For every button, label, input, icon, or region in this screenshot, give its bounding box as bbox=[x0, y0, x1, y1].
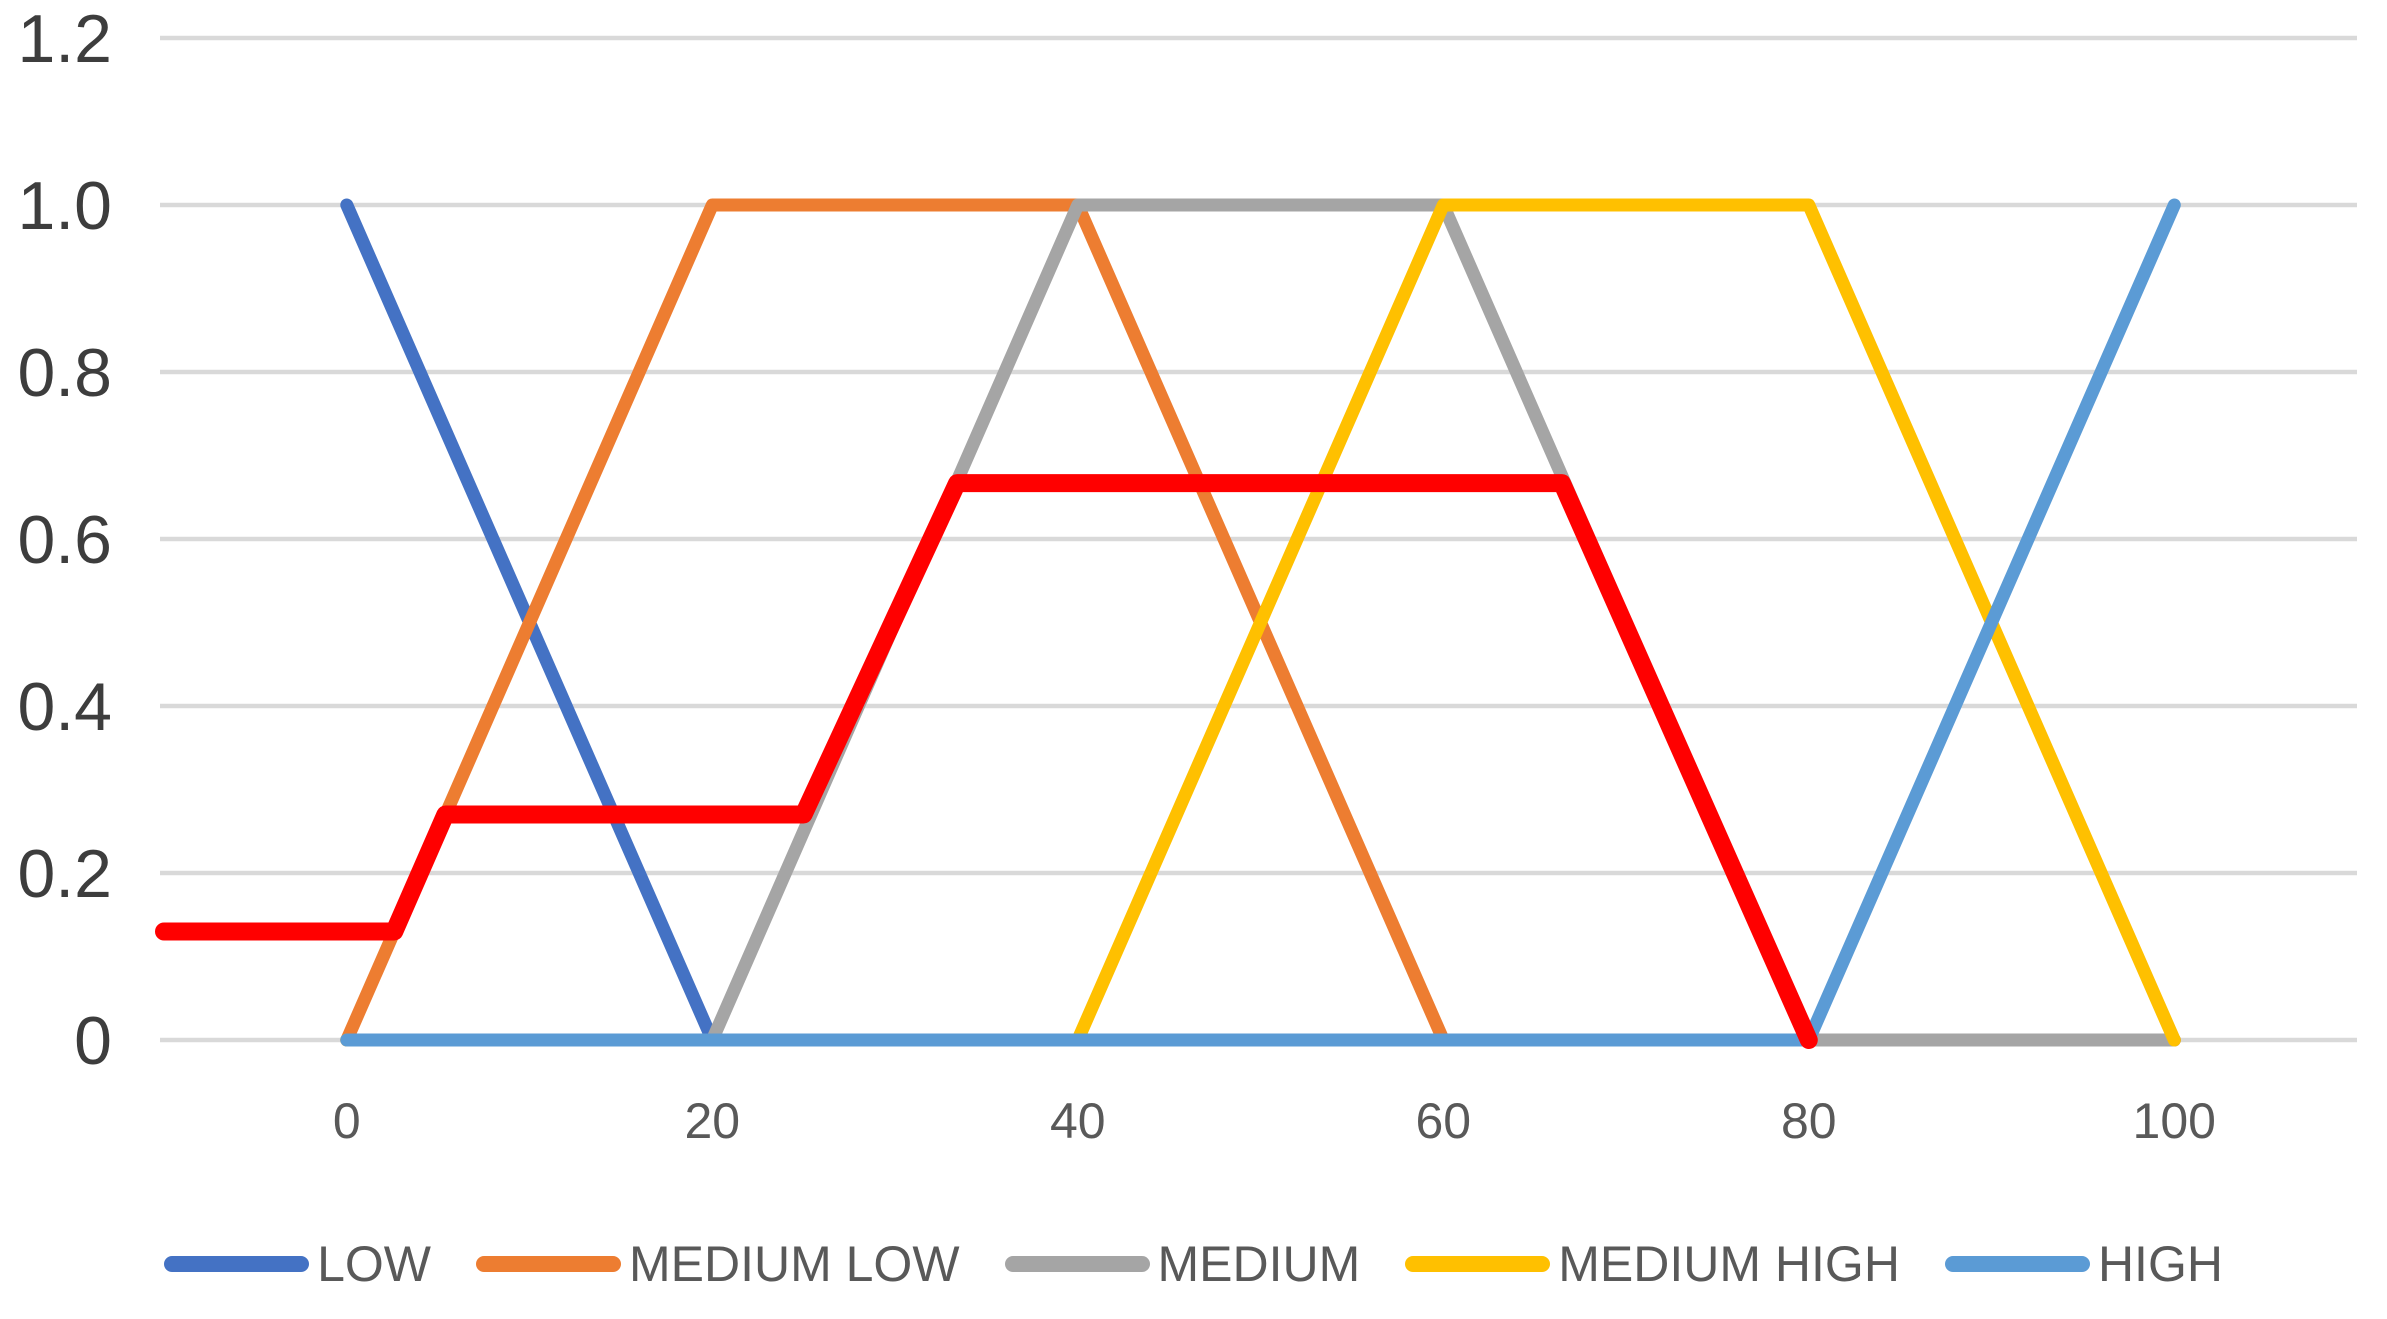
legend-line-swatch-medium-low bbox=[475, 1256, 621, 1272]
legend-item-low: LOW bbox=[164, 1239, 431, 1289]
x-axis-tick-label: 80 bbox=[1781, 1093, 1837, 1149]
legend-label: MEDIUM bbox=[1157, 1236, 1361, 1292]
series-line-output bbox=[155, 474, 1818, 1049]
legend-item-medium-high: MEDIUM HIGH bbox=[1405, 1239, 1900, 1289]
chart-legend: LOW MEDIUM LOW MEDIUM MEDIUM HIGH HIGH bbox=[0, 1222, 2387, 1306]
legend-item-high: HIGH bbox=[1944, 1236, 2223, 1292]
x-axis-tick-label: 20 bbox=[684, 1093, 740, 1149]
y-axis-tick-label: 0.2 bbox=[17, 836, 112, 912]
y-axis-tick-label: 1.0 bbox=[17, 168, 112, 244]
y-axis-tick-label: 0.8 bbox=[17, 335, 112, 411]
legend-label: MEDIUM LOW bbox=[628, 1236, 960, 1292]
legend-item-medium: MEDIUM bbox=[1004, 1236, 1361, 1292]
x-axis-tick-label: 60 bbox=[1415, 1093, 1471, 1149]
legend-item-medium-low: MEDIUM LOW bbox=[475, 1236, 960, 1292]
legend-label: HIGH bbox=[2097, 1236, 2223, 1292]
y-axis-tick-label: 0.6 bbox=[17, 502, 112, 578]
x-axis-tick-label: 40 bbox=[1050, 1093, 1106, 1149]
x-axis-tick-label: 0 bbox=[333, 1093, 361, 1149]
y-axis-tick-label: 0 bbox=[74, 1003, 112, 1079]
legend-line-swatch-medium-high bbox=[1405, 1256, 1551, 1272]
legend-line-swatch-medium bbox=[1004, 1256, 1150, 1272]
series-line-medium-high bbox=[340, 198, 2181, 1047]
legend-line-swatch-high bbox=[1944, 1256, 2090, 1272]
y-axis-tick-label: 0.4 bbox=[17, 669, 112, 745]
x-axis-tick-label: 100 bbox=[2133, 1093, 2216, 1149]
legend-label: LOW bbox=[317, 1236, 431, 1292]
y-axis-tick-label: 1.2 bbox=[17, 1, 112, 77]
legend-label: MEDIUM HIGH bbox=[1558, 1236, 1900, 1292]
legend-line-swatch-low bbox=[164, 1256, 310, 1272]
